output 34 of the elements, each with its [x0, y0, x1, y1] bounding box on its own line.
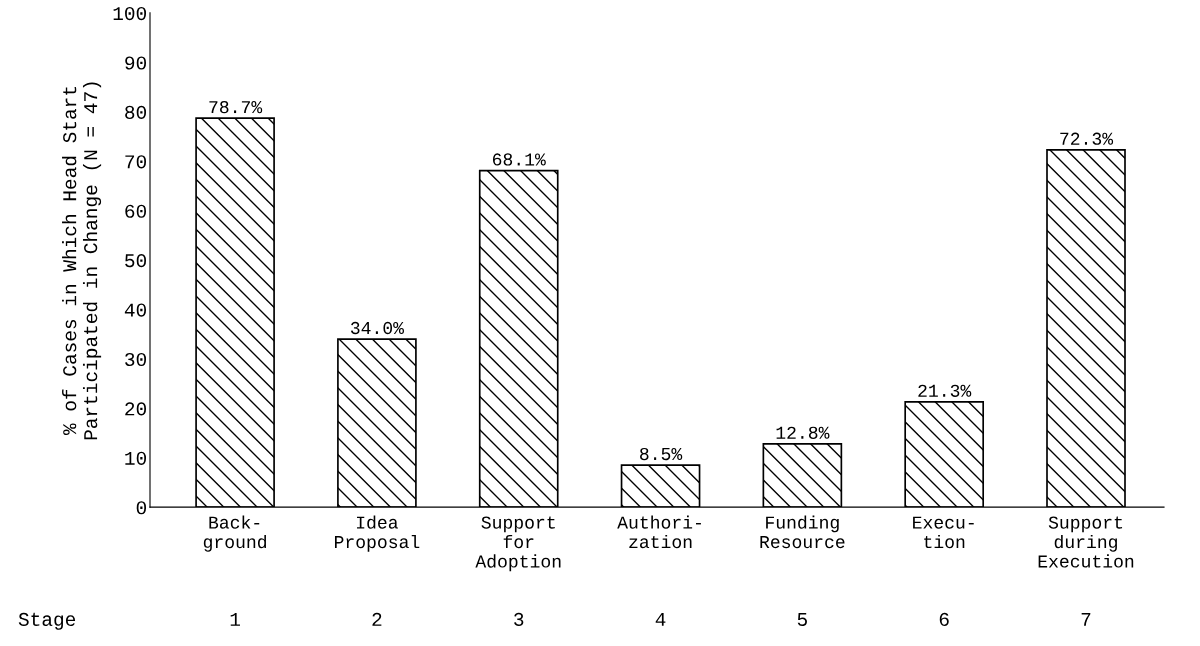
x-tick-label: Support during Execution: [1038, 516, 1134, 568]
y-tick-label: 90: [125, 56, 147, 70]
text: 5: [797, 613, 807, 627]
data-label: 8.5%: [640, 447, 683, 461]
x-tick-label: Execu- tion: [913, 516, 974, 549]
y-axis-title: % of Cases in Which Head Start Participated in Change (N = 47): [62, 82, 102, 440]
y-tick-label: 50: [125, 254, 147, 268]
y-tick-label: 60: [125, 204, 147, 218]
y-tick-label: 10: [125, 451, 147, 465]
text: 7: [1081, 613, 1091, 626]
x-tick-label: Idea Proposal: [334, 515, 420, 552]
x-tick-label: Support for Adoption: [475, 516, 561, 572]
data-label: 78.7%: [209, 100, 263, 114]
text: Stage: [18, 612, 76, 630]
x-tick-label: Funding Resource: [760, 515, 845, 549]
text: 2: [372, 612, 382, 626]
y-tick-label: 70: [125, 155, 147, 169]
text: 6: [939, 612, 949, 627]
y-tick-label: 80: [125, 105, 147, 119]
y-tick-label: 30: [125, 352, 147, 367]
x-tick-label: Back- ground: [203, 515, 267, 552]
data-label: 34.0%: [350, 321, 404, 335]
text: 4: [655, 613, 666, 626]
y-tick-label: 40: [124, 303, 147, 317]
y-tick-label: 0: [136, 501, 147, 515]
data-label: 68.1%: [492, 153, 546, 166]
data-label: 72.3%: [1060, 132, 1114, 145]
text: 1: [230, 613, 240, 626]
y-tick-label: 20: [125, 402, 147, 416]
text: 3: [514, 612, 524, 627]
data-label: 12.8%: [776, 426, 830, 439]
data-label: 21.3%: [918, 384, 972, 397]
y-tick-label: 100: [113, 6, 147, 21]
x-tick-label: Authori- zation: [617, 515, 701, 549]
